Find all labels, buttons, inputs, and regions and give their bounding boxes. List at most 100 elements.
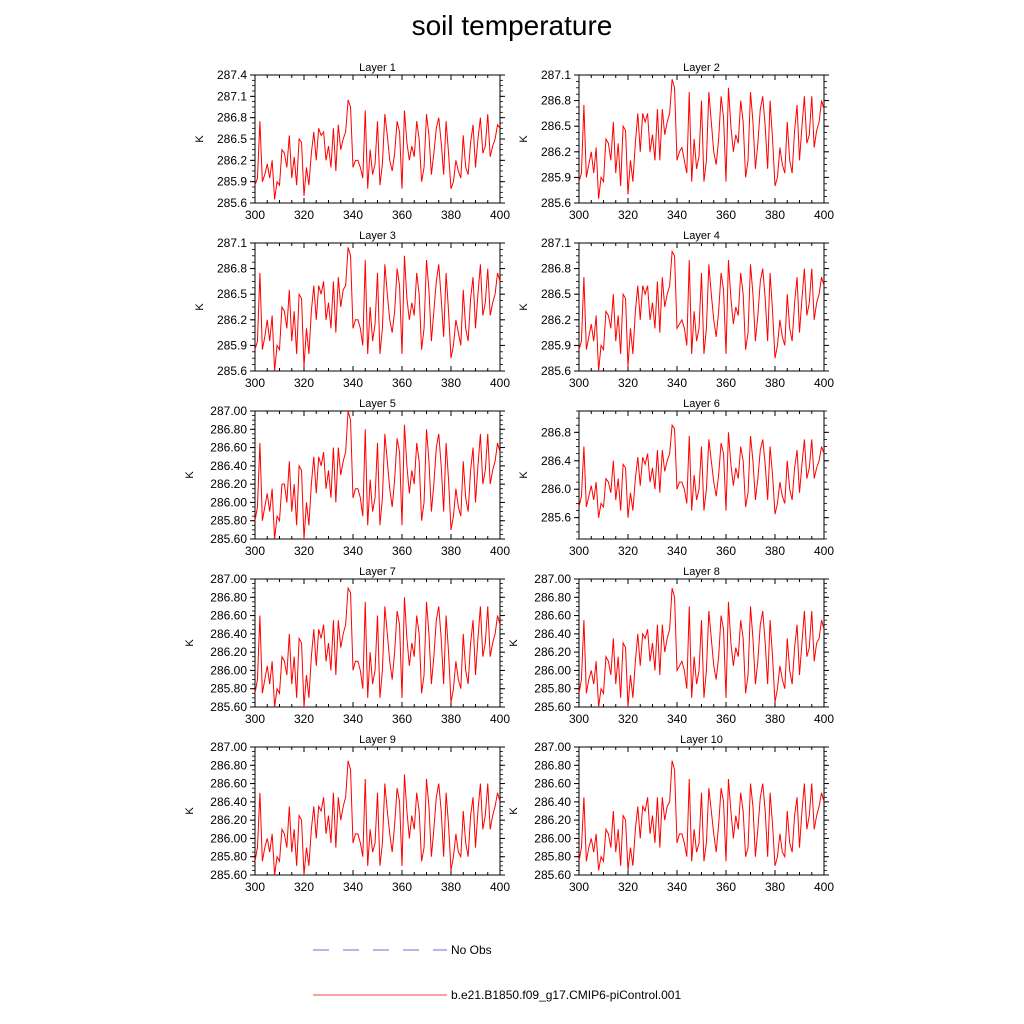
layer-1-xtick-label: 360 [392, 208, 412, 222]
layer-3-ytick-label: 286.5 [217, 287, 247, 301]
layer-2-series-line [578, 79, 825, 199]
layer-8-ytick-label: 287.00 [534, 572, 571, 586]
layer-9-xtick-label: 320 [294, 880, 314, 894]
layer-2-xtick-label: 400 [814, 208, 834, 222]
layer-3-ytick-label: 286.8 [217, 262, 247, 276]
layer-8-ytick-label: 286.40 [534, 627, 571, 641]
layer-4-xtick-label: 380 [765, 376, 785, 390]
layer-10-ytick-label: 286.40 [534, 795, 571, 809]
layer-10-xtick-label: 300 [569, 880, 589, 894]
layer-1-ytick-label: 286.2 [217, 153, 247, 167]
layer-4-ylabel: K [518, 303, 530, 311]
layer-2-frame [578, 74, 825, 204]
layer-7-xtick-label: 380 [441, 712, 461, 726]
layer-3-ytick-label: 285.9 [217, 338, 247, 352]
layer-7-ytick-label: 286.40 [210, 627, 247, 641]
layer-3-xtick-label: 320 [294, 376, 314, 390]
layer-3-frame [254, 242, 501, 372]
layer-2-xtick-label: 380 [765, 208, 785, 222]
layer-9-ylabel: K [184, 807, 196, 815]
layer-4-xtick-label: 320 [618, 376, 638, 390]
layer-5-xtick-label: 400 [490, 544, 510, 558]
layer-5-xtick-label: 380 [441, 544, 461, 558]
layer-10-xtick-label: 340 [667, 880, 687, 894]
layer-1-ytick-label: 285.6 [217, 196, 247, 210]
layer-8-xtick-label: 380 [765, 712, 785, 726]
layer-7-ytick-label: 286.80 [210, 590, 247, 604]
layer-10-ytick-label: 287.00 [534, 740, 571, 754]
layer-7-ytick-label: 286.00 [210, 663, 247, 677]
layer-8-ytick-label: 285.80 [534, 682, 571, 696]
layer-7-ytick-label: 286.60 [210, 609, 247, 623]
layer-5-ytick-label: 286.60 [210, 441, 247, 455]
layer-9-ytick-label: 286.40 [210, 795, 247, 809]
layer-10-xtick-label: 320 [618, 880, 638, 894]
layer-6-ytick-label: 285.6 [541, 511, 571, 525]
layer-7-ytick-label: 285.60 [210, 700, 247, 714]
layer-9-xtick-label: 400 [490, 880, 510, 894]
layer-6-series-line [578, 423, 825, 518]
layer-4-ytick-label: 286.8 [541, 262, 571, 276]
layer-6-title: Layer 6 [683, 398, 720, 410]
layer-10-ytick-label: 286.20 [534, 813, 571, 827]
layer-9-xtick-label: 380 [441, 880, 461, 894]
layer-3-series-line [254, 247, 501, 372]
layer-8-ytick-label: 286.00 [534, 663, 571, 677]
layer-3-ytick-label: 287.1 [217, 236, 247, 250]
layer-3-xtick-label: 300 [245, 376, 265, 390]
layer-2-ytick-label: 286.8 [541, 94, 571, 108]
layer-1-xtick-label: 320 [294, 208, 314, 222]
layer-9-ytick-label: 287.00 [210, 740, 247, 754]
layer-5-ylabel: K [184, 471, 196, 479]
layer-10-ytick-label: 286.60 [534, 777, 571, 791]
layer-5-ytick-label: 285.60 [210, 532, 247, 546]
layer-2-ytick-label: 285.9 [541, 170, 571, 184]
layer-9-ytick-label: 286.00 [210, 831, 247, 845]
layer-6-ytick-label: 286.0 [541, 482, 571, 496]
layer-5-ytick-label: 286.80 [210, 422, 247, 436]
layer-7-title: Layer 7 [359, 566, 396, 578]
layer-5-ytick-label: 286.40 [210, 459, 247, 473]
layer-8-ylabel: K [508, 639, 520, 647]
layer-5-xtick-label: 300 [245, 544, 265, 558]
layer-4-title: Layer 4 [683, 230, 720, 242]
layer-9-xtick-label: 360 [392, 880, 412, 894]
layer-8-ytick-label: 285.60 [534, 700, 571, 714]
layer-2-ytick-label: 286.2 [541, 145, 571, 159]
layer-2-ytick-label: 286.5 [541, 119, 571, 133]
layer-5-title: Layer 5 [359, 398, 396, 410]
layer-4-series-line [578, 249, 825, 372]
layer-7-xtick-label: 340 [343, 712, 363, 726]
layer-8-ytick-label: 286.80 [534, 590, 571, 604]
layer-10-title: Layer 10 [680, 734, 723, 746]
layer-1-ytick-label: 285.9 [217, 175, 247, 189]
layer-3-xtick-label: 340 [343, 376, 363, 390]
layer-8-xtick-label: 400 [814, 712, 834, 726]
layer-3-title: Layer 3 [359, 230, 396, 242]
layer-6-xtick-label: 300 [569, 544, 589, 558]
layer-10-ytick-label: 285.80 [534, 850, 571, 864]
layer-7-xtick-label: 360 [392, 712, 412, 726]
layer-1-title: Layer 1 [359, 62, 396, 74]
layer-2-ylabel: K [518, 135, 530, 143]
figure-title: soil temperature [411, 10, 613, 41]
layer-4-frame [578, 242, 825, 372]
layer-3-xtick-label: 400 [490, 376, 510, 390]
layer-10-xtick-label: 380 [765, 880, 785, 894]
layer-2-xtick-label: 320 [618, 208, 638, 222]
layer-1-xtick-label: 300 [245, 208, 265, 222]
layer-6-xtick-label: 340 [667, 544, 687, 558]
layer-7-xtick-label: 320 [294, 712, 314, 726]
layer-9-xtick-label: 300 [245, 880, 265, 894]
layer-3-xtick-label: 380 [441, 376, 461, 390]
layer-9-ytick-label: 285.80 [210, 850, 247, 864]
layer-3-ytick-label: 285.6 [217, 364, 247, 378]
layer-1-ylabel: K [194, 135, 206, 143]
layer-3-xtick-label: 360 [392, 376, 412, 390]
layer-4-ytick-label: 285.9 [541, 338, 571, 352]
layer-3-ytick-label: 286.2 [217, 313, 247, 327]
layer-6-xtick-label: 400 [814, 544, 834, 558]
layer-2-xtick-label: 300 [569, 208, 589, 222]
layer-5-xtick-label: 360 [392, 544, 412, 558]
